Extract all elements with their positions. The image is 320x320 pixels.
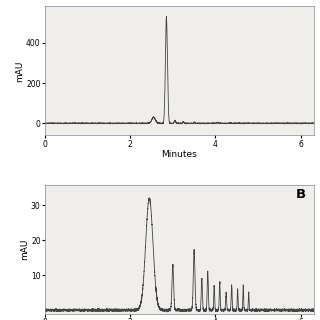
Y-axis label: mAU: mAU <box>16 60 25 82</box>
Y-axis label: mAU: mAU <box>20 238 29 260</box>
Text: B: B <box>295 188 306 201</box>
X-axis label: Minutes: Minutes <box>161 150 197 159</box>
